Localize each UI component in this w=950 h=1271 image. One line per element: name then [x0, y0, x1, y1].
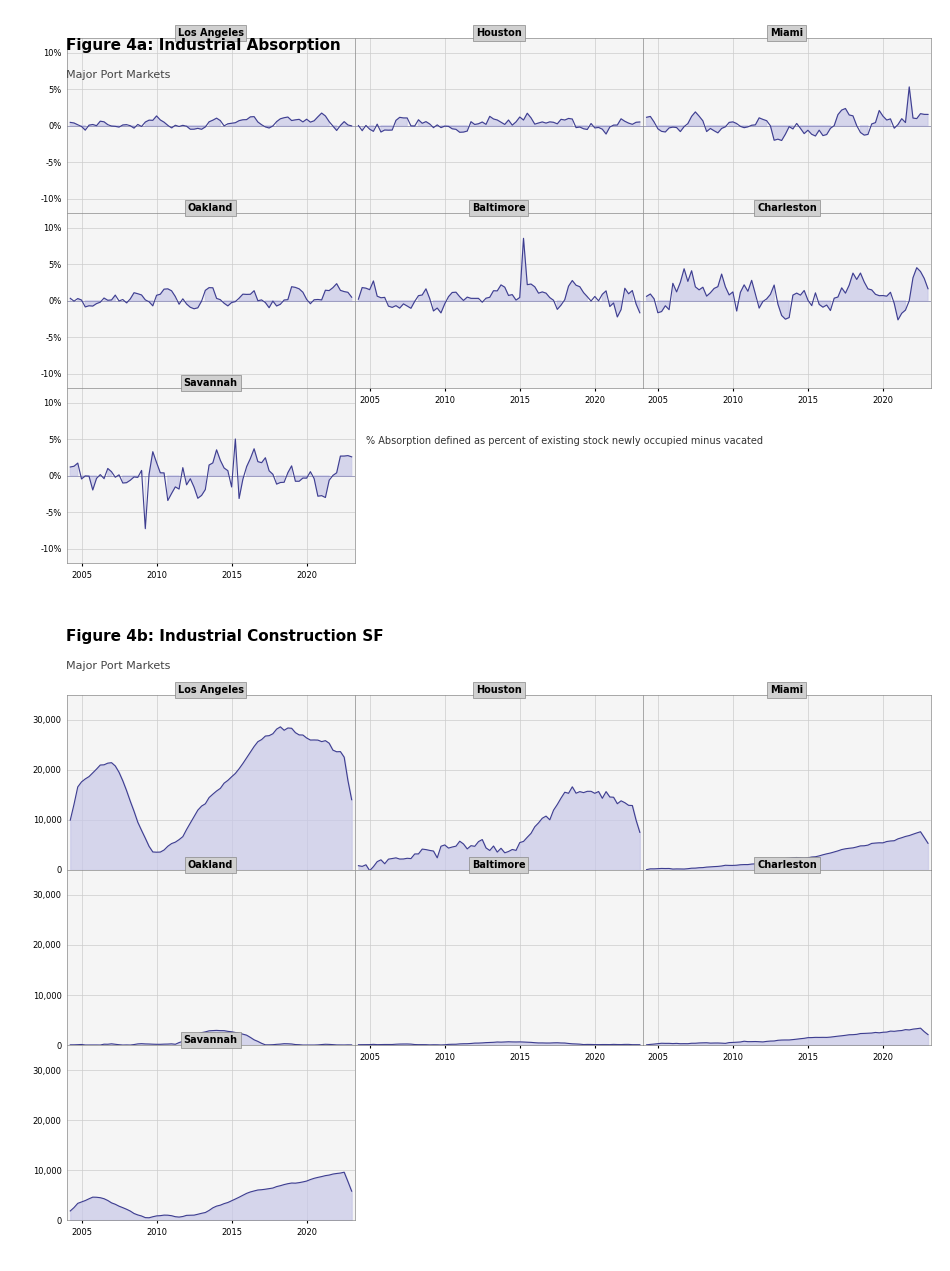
- Title: Houston: Houston: [476, 28, 522, 38]
- Text: Figure 4b: Industrial Construction SF: Figure 4b: Industrial Construction SF: [66, 629, 384, 644]
- Title: Baltimore: Baltimore: [472, 860, 525, 869]
- Title: Charleston: Charleston: [757, 203, 817, 214]
- Title: Los Angeles: Los Angeles: [178, 685, 243, 695]
- Title: Miami: Miami: [770, 28, 804, 38]
- Title: Charleston: Charleston: [757, 860, 817, 869]
- Title: Oakland: Oakland: [188, 860, 234, 869]
- Text: Major Port Markets: Major Port Markets: [66, 70, 171, 80]
- Title: Oakland: Oakland: [188, 203, 234, 214]
- Title: Houston: Houston: [476, 685, 522, 695]
- Title: Savannah: Savannah: [183, 1035, 238, 1045]
- Title: Baltimore: Baltimore: [472, 203, 525, 214]
- Title: Miami: Miami: [770, 685, 804, 695]
- Text: % Absorption defined as percent of existing stock newly occupied minus vacated: % Absorption defined as percent of exist…: [366, 436, 763, 446]
- Title: Savannah: Savannah: [183, 379, 238, 389]
- Text: Major Port Markets: Major Port Markets: [66, 661, 171, 671]
- Text: Figure 4a: Industrial Absorption: Figure 4a: Industrial Absorption: [66, 38, 341, 53]
- Title: Los Angeles: Los Angeles: [178, 28, 243, 38]
